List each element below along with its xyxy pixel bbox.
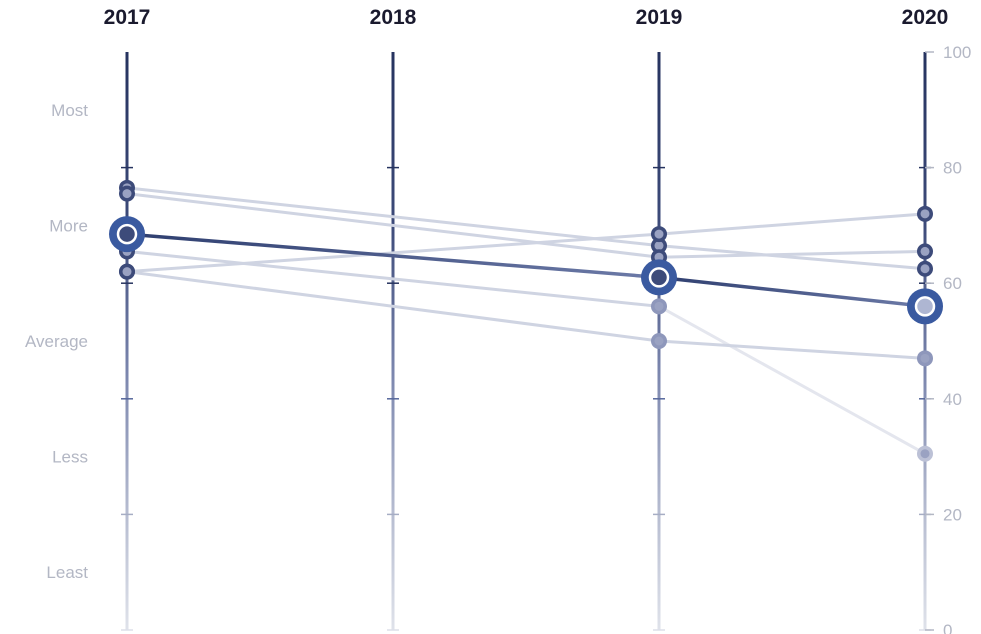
data-point-core: [654, 252, 664, 262]
series-line: [657, 304, 927, 456]
band-label-most: Most: [51, 101, 88, 120]
tick-label-100: 100: [943, 43, 971, 62]
series-line: [125, 232, 661, 274]
band-label-less: Less: [52, 448, 88, 467]
labels-layer: 0 20 40 60 80 100 2017 2018 2019 2020 Most More Aver…: [25, 6, 971, 634]
series-line: [125, 270, 661, 343]
series-line: [657, 339, 927, 360]
data-point-core: [122, 267, 132, 277]
tick-label-40: 40: [943, 390, 962, 409]
series-line: [125, 186, 661, 248]
series-line: [125, 249, 661, 308]
data-point-core: [654, 241, 664, 251]
band-label-more: More: [49, 216, 88, 235]
data-point-core: [920, 246, 930, 256]
series-line: [657, 249, 927, 259]
series-line: [125, 192, 661, 259]
axes-layer: [121, 51, 934, 631]
tick-label-0: 0: [943, 621, 952, 634]
band-label-least: Least: [46, 563, 88, 582]
year-label-2019: 2019: [636, 6, 683, 29]
series-line-highlight: [657, 275, 927, 309]
data-point-core: [920, 264, 930, 274]
dots-layer: [109, 179, 943, 462]
lines-layer: [125, 186, 927, 456]
data-point-core: [654, 301, 664, 311]
data-point-highlight-core: [914, 296, 936, 317]
axis-2018: [391, 52, 395, 630]
data-point-core: [920, 209, 930, 219]
data-point-core: [920, 449, 930, 459]
data-point-core: [654, 336, 664, 346]
tick-label-80: 80: [943, 159, 962, 178]
axis-2020: [923, 52, 927, 630]
axis-2017: [125, 52, 129, 630]
data-point-core: [920, 353, 930, 363]
year-label-2020: 2020: [902, 6, 949, 29]
tick-label-20: 20: [943, 505, 962, 524]
data-point-highlight-core: [648, 267, 670, 288]
data-point-core: [654, 229, 664, 239]
year-label-2017: 2017: [104, 6, 151, 29]
year-label-2018: 2018: [370, 6, 417, 29]
data-point-core: [122, 189, 132, 199]
series-line: [657, 212, 927, 236]
tick-label-60: 60: [943, 274, 962, 293]
band-label-average: Average: [25, 332, 88, 351]
data-point-highlight-core: [116, 223, 138, 245]
series-line: [657, 244, 927, 271]
series-line-highlight: [125, 232, 661, 280]
